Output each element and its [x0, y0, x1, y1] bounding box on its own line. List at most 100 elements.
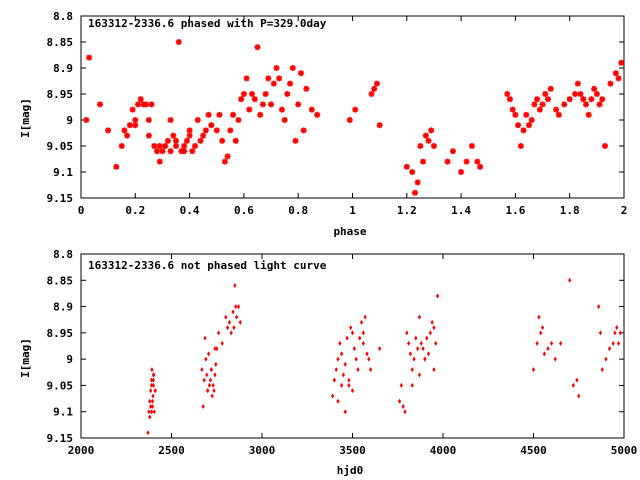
unphased-data-point [205, 372, 209, 378]
phased-data-point [520, 127, 527, 134]
phased-data-point [284, 91, 291, 97]
phased-data-point [449, 148, 456, 155]
phased-data-point [197, 137, 204, 144]
unphased-data-point [343, 361, 347, 367]
phased-data-point [371, 85, 378, 92]
unphased-data-point [571, 382, 575, 388]
unphased-data-point [539, 330, 543, 336]
unphased-data-point [211, 382, 215, 388]
phased-x-tick-label: 1 [349, 204, 356, 217]
unphased-data-point [425, 335, 429, 341]
phased-data-point [227, 127, 234, 134]
phased-y-tick-label: 8.95 [47, 88, 74, 101]
phased-data-point [202, 127, 209, 134]
phased-data-point [240, 91, 247, 97]
phased-data-point [124, 132, 131, 139]
phased-data-point [216, 111, 223, 118]
phased-panel: 163312-2336.6 phased with P=329.0day pha… [19, 10, 627, 238]
phased-data-point [577, 91, 584, 97]
phased-data-point [574, 80, 581, 87]
phased-data-point [531, 101, 538, 108]
phased-y-tick-label: 9.15 [47, 192, 74, 205]
phased-data-point [368, 91, 375, 97]
unphased-data-point [417, 372, 422, 378]
unphased-data-point [201, 403, 205, 409]
unphased-y-axis-label: I[mag] [19, 338, 32, 378]
unphased-data-point [150, 367, 154, 373]
unphased-data-point [407, 340, 411, 346]
phased-x-tick-label: 0.6 [234, 204, 254, 217]
unphased-data-point [215, 346, 219, 352]
phased-data-point [346, 117, 353, 123]
phased-x-tick-label: 1.2 [397, 204, 417, 217]
phased-y-axis-label: I[mag] [19, 98, 32, 138]
phased-data-point [167, 148, 174, 155]
phased-data-point [254, 44, 261, 51]
unphased-data-point [227, 319, 232, 325]
unphased-data-point [149, 382, 154, 388]
unphased-data-point [378, 346, 382, 352]
phased-data-point [249, 91, 256, 97]
unphased-data-point [340, 382, 344, 388]
phased-data-point [292, 137, 299, 144]
unphased-data-point [361, 340, 365, 346]
unphased-data-point [216, 330, 221, 336]
phased-data-point [219, 137, 226, 144]
phased-data-point [145, 117, 152, 123]
phased-data-point [132, 117, 139, 123]
unphased-y-tick-label: 9.05 [47, 379, 74, 392]
unphased-data-point [340, 351, 344, 357]
unphased-data-point [369, 367, 373, 373]
unphased-data-point [350, 330, 355, 336]
phased-data-point [137, 96, 144, 103]
phased-data-point [224, 153, 231, 160]
unphased-data-point [410, 367, 414, 373]
unphased-data-point [426, 351, 431, 357]
unphased-data-point [405, 330, 409, 336]
unphased-data-point [531, 367, 536, 373]
unphased-data-point [435, 293, 440, 299]
unphased-x-tick-label: 4500 [520, 444, 547, 457]
phased-data-point [281, 117, 288, 123]
unphased-data-point [150, 398, 155, 404]
phased-y-tick-label: 8.85 [47, 36, 74, 49]
unphased-data-point [220, 340, 224, 346]
unphased-data-point [206, 388, 210, 394]
unphased-y-tick-label: 9.1 [53, 406, 73, 419]
unphased-data-point [148, 398, 152, 404]
unphased-x-tick-label: 3500 [339, 444, 366, 457]
phased-data-point [251, 96, 258, 103]
phased-data-point [612, 70, 619, 77]
phased-data-point [132, 122, 139, 129]
unphased-data-point [410, 382, 414, 388]
phased-data-point [512, 111, 519, 118]
phased-x-tick-label: 2 [621, 204, 628, 217]
unphased-data-point [434, 340, 438, 346]
unphased-data-point [553, 356, 557, 362]
phased-y-tick-label: 9.05 [47, 140, 74, 153]
phased-data-point [314, 111, 321, 118]
phased-data-point [156, 158, 163, 165]
phased-data-point [599, 96, 606, 103]
unphased-data-point [336, 356, 340, 362]
phased-data-point [145, 132, 152, 139]
phased-data-point [175, 39, 182, 45]
unphased-data-point [151, 393, 155, 399]
phased-data-point [352, 106, 359, 113]
phased-data-point [585, 111, 592, 118]
unphased-data-point [209, 367, 213, 373]
phased-data-point [528, 117, 535, 123]
phased-data-point [474, 158, 481, 165]
phased-data-point [126, 122, 133, 129]
unphased-y-tick-label: 8.8 [53, 248, 73, 261]
unphased-data-point [233, 283, 237, 289]
unphased-data-point [213, 346, 217, 352]
unphased-data-point [354, 356, 358, 362]
unphased-data-point [232, 325, 236, 331]
phased-data-point [607, 80, 614, 87]
phased-data-point [596, 101, 603, 108]
unphased-data-point [421, 346, 425, 352]
phased-data-point [414, 179, 421, 186]
phased-data-point [504, 91, 511, 97]
phased-x-tick-label: 1.8 [560, 204, 580, 217]
